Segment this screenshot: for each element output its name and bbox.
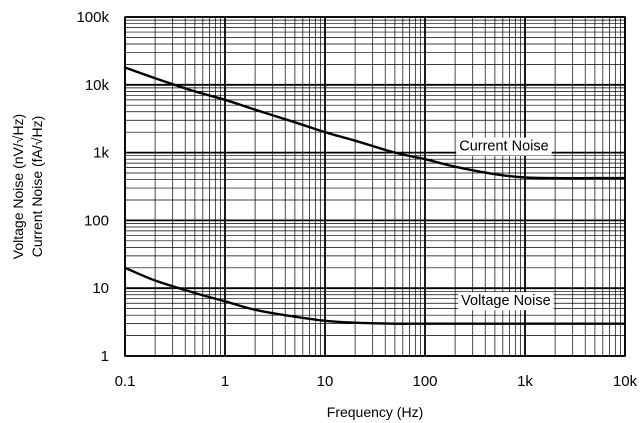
y-tick-label: 1 (101, 348, 109, 365)
series-labels: Current Noise Voltage Noise (456, 137, 554, 311)
y-axis-title-voltage: Voltage Noise (nV/√Hz) (10, 114, 26, 259)
series-label-background (456, 137, 552, 156)
y-tick-label: 1k (93, 145, 109, 162)
voltage-noise-line (124, 266, 625, 325)
y-axis-tick-labels: 1 10 100 1k 10k 100k (76, 9, 109, 365)
x-axis-title: Frequency (Hz) (327, 404, 423, 420)
series-lines (124, 66, 625, 325)
y-tick-label: 100k (76, 9, 109, 26)
x-tick-label: 1k (517, 373, 533, 390)
series-label-background (458, 292, 554, 311)
y-tick-label: 10 (92, 280, 109, 297)
y-axis-title-current: Current Noise (fA/√Hz) (29, 116, 45, 258)
x-tick-label: 10k (613, 373, 638, 390)
y-tick-label: 10k (85, 77, 110, 94)
current-noise-line (124, 66, 625, 180)
x-tick-label: 100 (412, 373, 437, 390)
plot-frame (124, 16, 626, 357)
voltage-noise-label: Voltage Noise (461, 293, 550, 309)
x-tick-label: 10 (317, 373, 334, 390)
x-tick-label: 0.1 (115, 373, 136, 390)
x-tick-label: 1 (221, 373, 229, 390)
current-noise-label: Current Noise (459, 139, 548, 155)
y-tick-label: 100 (84, 212, 109, 229)
x-axis-tick-labels: 0.1 1 10 100 1k 10k (115, 373, 638, 390)
